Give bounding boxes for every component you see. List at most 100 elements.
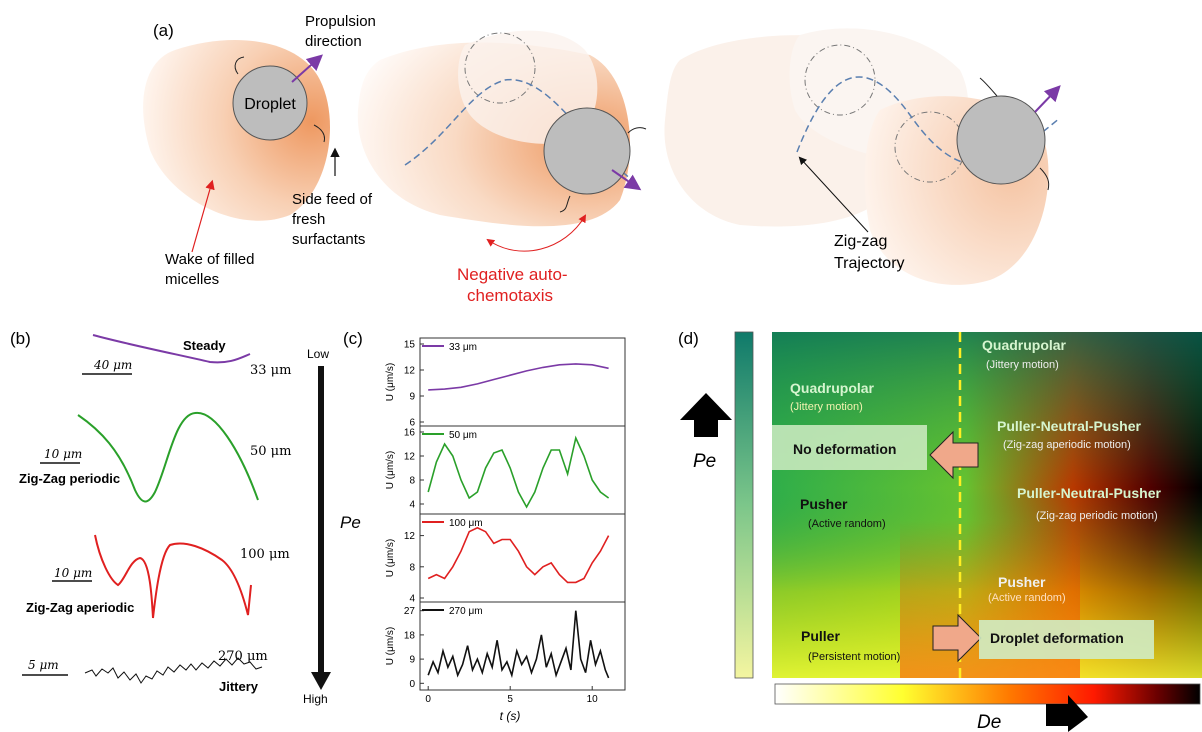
- y-axis-label: U (μm/s): [385, 627, 396, 666]
- trajectory-zigzag-aperiodic: [94, 534, 252, 619]
- droplet-1: [232, 65, 308, 141]
- y-axis-label: U (μm/s): [385, 539, 396, 578]
- label-zigzag-aperiodic: Zig-Zag aperiodic: [26, 600, 134, 615]
- panel-d: (d) Pe Quadrupolar (Jittery motion) Quad…: [678, 329, 1202, 732]
- trajectory-dashed-2: [796, 76, 1061, 166]
- pe-label-d: Pe: [693, 451, 716, 472]
- pusher-left-title: Pusher: [800, 496, 848, 512]
- scale-label-40: 40 μm: [93, 358, 132, 372]
- subplot-frame: [419, 601, 626, 691]
- pe-high-label: High: [303, 692, 328, 706]
- series-line: [427, 526, 610, 584]
- y-tick-label: 12: [404, 531, 416, 542]
- pusher-right-title: Pusher: [998, 574, 1046, 590]
- zigzag-label-1: Zig-zag: [834, 233, 887, 250]
- pusher-left-sub: (Active random): [808, 518, 886, 530]
- x-axis-label: t (s): [500, 709, 521, 723]
- side-feed-label-2: fresh: [292, 211, 325, 228]
- legend-label: 270 μm: [449, 606, 483, 617]
- size-100: 100 μm: [240, 547, 290, 562]
- panel-b: (b) Steady 40 μm 33 μm 10 μm Zig-Zag per…: [10, 329, 361, 706]
- panel-c-tag: (c): [343, 329, 363, 348]
- propulsion-label-2: direction: [305, 33, 362, 50]
- quad-left-sub: (Jittery motion): [790, 401, 863, 413]
- panel-c: (c) 6 9 12 15 U (μm/s) 33 μm 4 8 12 16 U (μm/s) 50 …: [343, 329, 626, 723]
- quad-left-title: Quadrupolar: [790, 380, 875, 396]
- propulsion-arrow-3: [1034, 85, 1061, 113]
- negative-chemotaxis-label-2: chemotaxis: [467, 286, 553, 305]
- trajectory-dashed-1: [404, 79, 636, 183]
- flow-line: [559, 195, 571, 213]
- droplet-3: [956, 95, 1046, 185]
- droplet-label: Droplet: [244, 96, 296, 113]
- propulsion-label-1: Propulsion: [305, 13, 376, 30]
- y-tick-label: 16: [404, 428, 416, 439]
- y-tick-label: 0: [409, 679, 415, 690]
- panel-b-tag: (b): [10, 329, 31, 348]
- wake-label-2: micelles: [165, 271, 219, 288]
- trajectory-steady: [92, 334, 251, 364]
- pe-label-b: Pe: [340, 513, 361, 532]
- pnp-aperiodic-sub: (Zig-zag aperiodic motion): [1003, 439, 1131, 451]
- chart-stack: 6 9 12 15 U (μm/s) 33 μm 4 8 12 16 U (μm/s) 50 μm 4 8…: [385, 337, 626, 705]
- de-right-arrow: [1046, 695, 1088, 732]
- pnp-periodic-title: Puller-Neutral-Pusher: [1017, 485, 1161, 501]
- y-tick-label: 6: [409, 418, 415, 429]
- puller-title: Puller: [801, 628, 840, 644]
- puller-sub: (Persistent motion): [808, 651, 900, 663]
- y-tick-label: 15: [404, 340, 416, 351]
- pe-low-label: Low: [307, 347, 329, 361]
- no-deformation-label: No deformation: [793, 441, 896, 457]
- zigzag-label-2: Trajectory: [834, 255, 905, 272]
- quad-right-title: Quadrupolar: [982, 337, 1067, 353]
- negative-chemotaxis-arrow: [486, 214, 587, 252]
- y-axis-label: U (μm/s): [385, 451, 396, 490]
- trajectory-jittery: [84, 657, 263, 684]
- label-jittery: Jittery: [219, 679, 259, 694]
- negative-chemotaxis-label-1: Negative auto-: [457, 265, 568, 284]
- pe-up-arrow: [680, 393, 732, 437]
- side-feed-label-3: surfactants: [292, 231, 365, 248]
- pnp-aperiodic-title: Puller-Neutral-Pusher: [997, 418, 1141, 434]
- droplet-2: [543, 107, 631, 195]
- y-axis-label: U (μm/s): [385, 363, 396, 402]
- de-colorbar: [774, 683, 1201, 705]
- propulsion-arrow-2: [611, 169, 642, 191]
- side-feed-label-1: Side feed of: [292, 191, 373, 208]
- y-tick-label: 9: [409, 655, 415, 666]
- size-33: 33 μm: [250, 363, 291, 378]
- trajectory-zigzag-periodic: [77, 411, 259, 503]
- de-label: De: [977, 712, 1001, 732]
- scale-label-5: 5 μm: [28, 658, 59, 672]
- zigzag-arrow: [798, 156, 869, 233]
- x-tick-label: 5: [507, 694, 513, 705]
- y-tick-label: 4: [409, 594, 415, 605]
- legend-label: 33 μm: [449, 342, 477, 353]
- legend-label: 50 μm: [449, 430, 477, 441]
- legend-label: 100 μm: [449, 518, 483, 529]
- flow-line: [627, 127, 647, 134]
- y-tick-label: 27: [404, 606, 416, 617]
- scale-label-10a: 10 μm: [44, 447, 82, 461]
- x-tick-label: 0: [425, 694, 431, 705]
- right-block-arrow: [932, 613, 982, 663]
- propulsion-arrow-1: [291, 54, 323, 83]
- past-position-ring: [464, 32, 536, 104]
- y-tick-label: 18: [404, 630, 416, 641]
- y-tick-label: 9: [409, 392, 415, 403]
- panel-d-tag: (d): [678, 329, 699, 348]
- quad-right-sub: (Jittery motion): [986, 359, 1059, 371]
- label-zigzag-periodic: Zig-Zag periodic: [19, 471, 120, 486]
- past-position-ring: [804, 44, 876, 116]
- flow-line: [234, 56, 245, 75]
- panel-a-tag: (a): [153, 21, 174, 40]
- droplet-deformation-box: [979, 620, 1154, 659]
- y-tick-label: 12: [404, 366, 416, 377]
- flow-line: [313, 124, 325, 143]
- pnp-periodic-sub: (Zig-zag periodic motion): [1036, 510, 1158, 522]
- panel-a: (a) Droplet Propulsion direction Side fe…: [143, 13, 1061, 305]
- size-270: 270 μm: [218, 649, 268, 664]
- series-line: [428, 363, 609, 391]
- series-line: [427, 435, 610, 509]
